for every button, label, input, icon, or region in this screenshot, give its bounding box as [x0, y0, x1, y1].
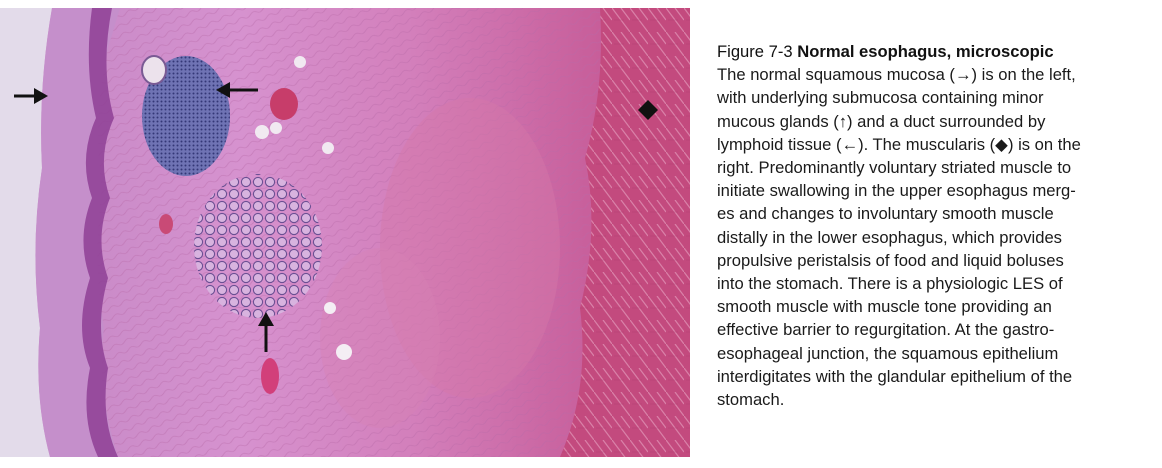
fat-vacuole	[322, 142, 334, 154]
muscle-bundle	[380, 98, 560, 398]
lymphoid-arrow	[216, 82, 258, 98]
caption-line: distally in the lower esophagus, which p…	[717, 227, 1062, 247]
histology-micrograph	[0, 8, 690, 457]
micrograph-image	[0, 8, 690, 457]
figure-label: Figure 7-3	[717, 42, 793, 61]
connective-fibers	[0, 8, 690, 457]
basal-layer	[82, 8, 118, 457]
glass-background	[0, 8, 52, 457]
caption-line: propulsive peristalsis of food and liqui…	[717, 250, 1064, 270]
caption-heading: Figure 7-3 Normal esophagus, microscopic	[717, 40, 1147, 63]
fat-vacuole	[255, 125, 269, 139]
caption-line: smooth muscle with muscle tone providing…	[717, 297, 1052, 317]
figure-title: Normal esophagus, microscopic	[797, 42, 1054, 61]
caption-line: into the stomach. There is a physiologic…	[717, 274, 1063, 294]
duct	[141, 55, 167, 85]
fat-vacuole	[336, 344, 352, 360]
gland-arrow	[258, 312, 274, 352]
fat-vacuole	[324, 302, 336, 314]
caption-line: effective barrier to regurgitation. At t…	[717, 320, 1055, 340]
lymphoid-tissue	[142, 56, 230, 176]
caption-line: with underlying submucosa containing min…	[717, 88, 1044, 108]
figure-caption: Figure 7-3 Normal esophagus, microscopic…	[717, 40, 1147, 411]
muscularis-diamond-marker	[638, 100, 658, 120]
caption-line: mucous glands (↑) and a duct surrounded …	[717, 111, 1046, 131]
mucous-glands	[194, 174, 322, 318]
caption-line: esophageal junction, the squamous epithe…	[717, 343, 1059, 363]
caption-line: es and changes to involuntary smooth mus…	[717, 204, 1054, 224]
caption-line: stomach.	[717, 390, 785, 410]
fat-vacuole	[294, 56, 306, 68]
caption-line: lymphoid tissue (←). The muscularis (◆) …	[717, 134, 1081, 154]
caption-line: The normal squamous mucosa (→) is on the…	[717, 65, 1076, 85]
caption-line: right. Predominantly voluntary striated …	[717, 158, 1072, 178]
blood-vessel-3	[261, 358, 279, 394]
muscle-bundle-2	[320, 248, 440, 428]
caption-line: interdigitates with the glandular epithe…	[717, 366, 1073, 386]
blood-vessel	[270, 88, 298, 120]
mucosa-arrow	[14, 88, 48, 104]
muscle-texture	[560, 8, 690, 457]
blood-vessel-2	[159, 214, 173, 234]
fat-vacuole	[270, 122, 282, 134]
caption-line: initiate swallowing in the upper esophag…	[717, 181, 1076, 201]
